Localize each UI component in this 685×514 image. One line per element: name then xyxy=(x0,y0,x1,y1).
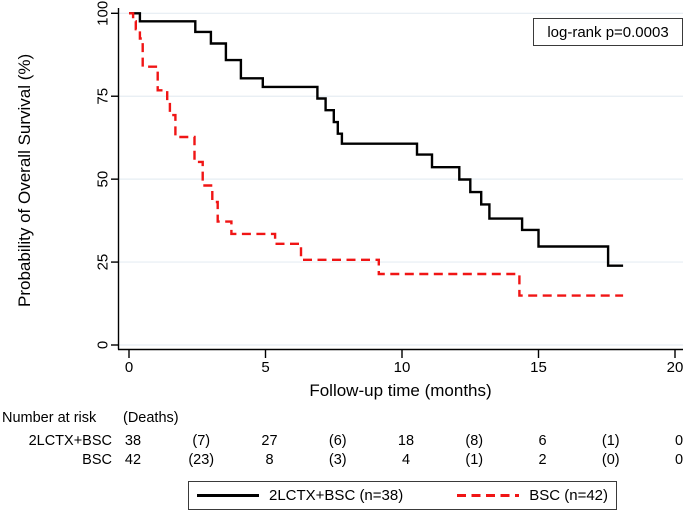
risk-count: 18 xyxy=(397,433,415,449)
legend-label-2lctx-bsc: 2LCTX+BSC (n=38) xyxy=(268,487,404,504)
survival-curve-2lctx-bsc xyxy=(129,12,624,267)
risk-count: 4 xyxy=(401,452,411,468)
death-count: (0) xyxy=(601,452,620,468)
risk-row-label: 2LCTX+BSC xyxy=(28,433,112,449)
risk-count: 6 xyxy=(538,433,547,449)
risk-table-header: Number at risk xyxy=(2,410,97,426)
plot-area: 0 25 50 75 100 0 5 10 15 20 xyxy=(95,1,684,376)
death-count: (1) xyxy=(465,452,484,468)
death-count: (7) xyxy=(192,433,211,449)
risk-count: 0 xyxy=(674,452,684,468)
risk-count: 8 xyxy=(265,452,274,468)
y-tick-label-0: 0 xyxy=(95,341,112,349)
x-tick-label-0: 0 xyxy=(125,359,133,376)
risk-count: 2 xyxy=(538,452,547,468)
x-tick-label-10: 10 xyxy=(394,359,411,376)
survival-curve-bsc xyxy=(129,12,624,297)
x-tick-label-5: 5 xyxy=(261,359,269,376)
risk-count: 42 xyxy=(124,452,142,468)
log-rank-annotation: log-rank p=0.0003 xyxy=(533,18,683,46)
risk-table-deaths-header: (Deaths) xyxy=(123,410,179,426)
x-tick-label-20: 20 xyxy=(667,359,684,376)
risk-count: 38 xyxy=(124,433,142,449)
death-count: (3) xyxy=(328,452,347,468)
y-tick-label-25: 25 xyxy=(95,254,112,271)
risk-row-label: BSC xyxy=(82,452,112,468)
death-count: (8) xyxy=(465,433,484,449)
x-axis-title: Follow-up time (months) xyxy=(309,381,492,400)
legend-solid-line-sample xyxy=(196,494,259,497)
y-tick-label-75: 75 xyxy=(95,88,112,105)
x-tick-label-15: 15 xyxy=(530,359,547,376)
death-count: (23) xyxy=(188,452,215,468)
y-tick-label-50: 50 xyxy=(95,171,112,188)
log-rank-annotation-text: log-rank p=0.0003 xyxy=(547,23,669,41)
death-count: (1) xyxy=(601,433,620,449)
y-tick-label-100: 100 xyxy=(95,1,112,26)
legend-dashed-line-sample xyxy=(457,494,520,497)
death-count: (6) xyxy=(328,433,347,449)
legend: 2LCTX+BSC (n=38) BSC (n=42) xyxy=(188,481,617,510)
risk-count: 0 xyxy=(674,433,684,449)
legend-label-bsc: BSC (n=42) xyxy=(529,487,609,504)
risk-count: 27 xyxy=(261,433,278,449)
